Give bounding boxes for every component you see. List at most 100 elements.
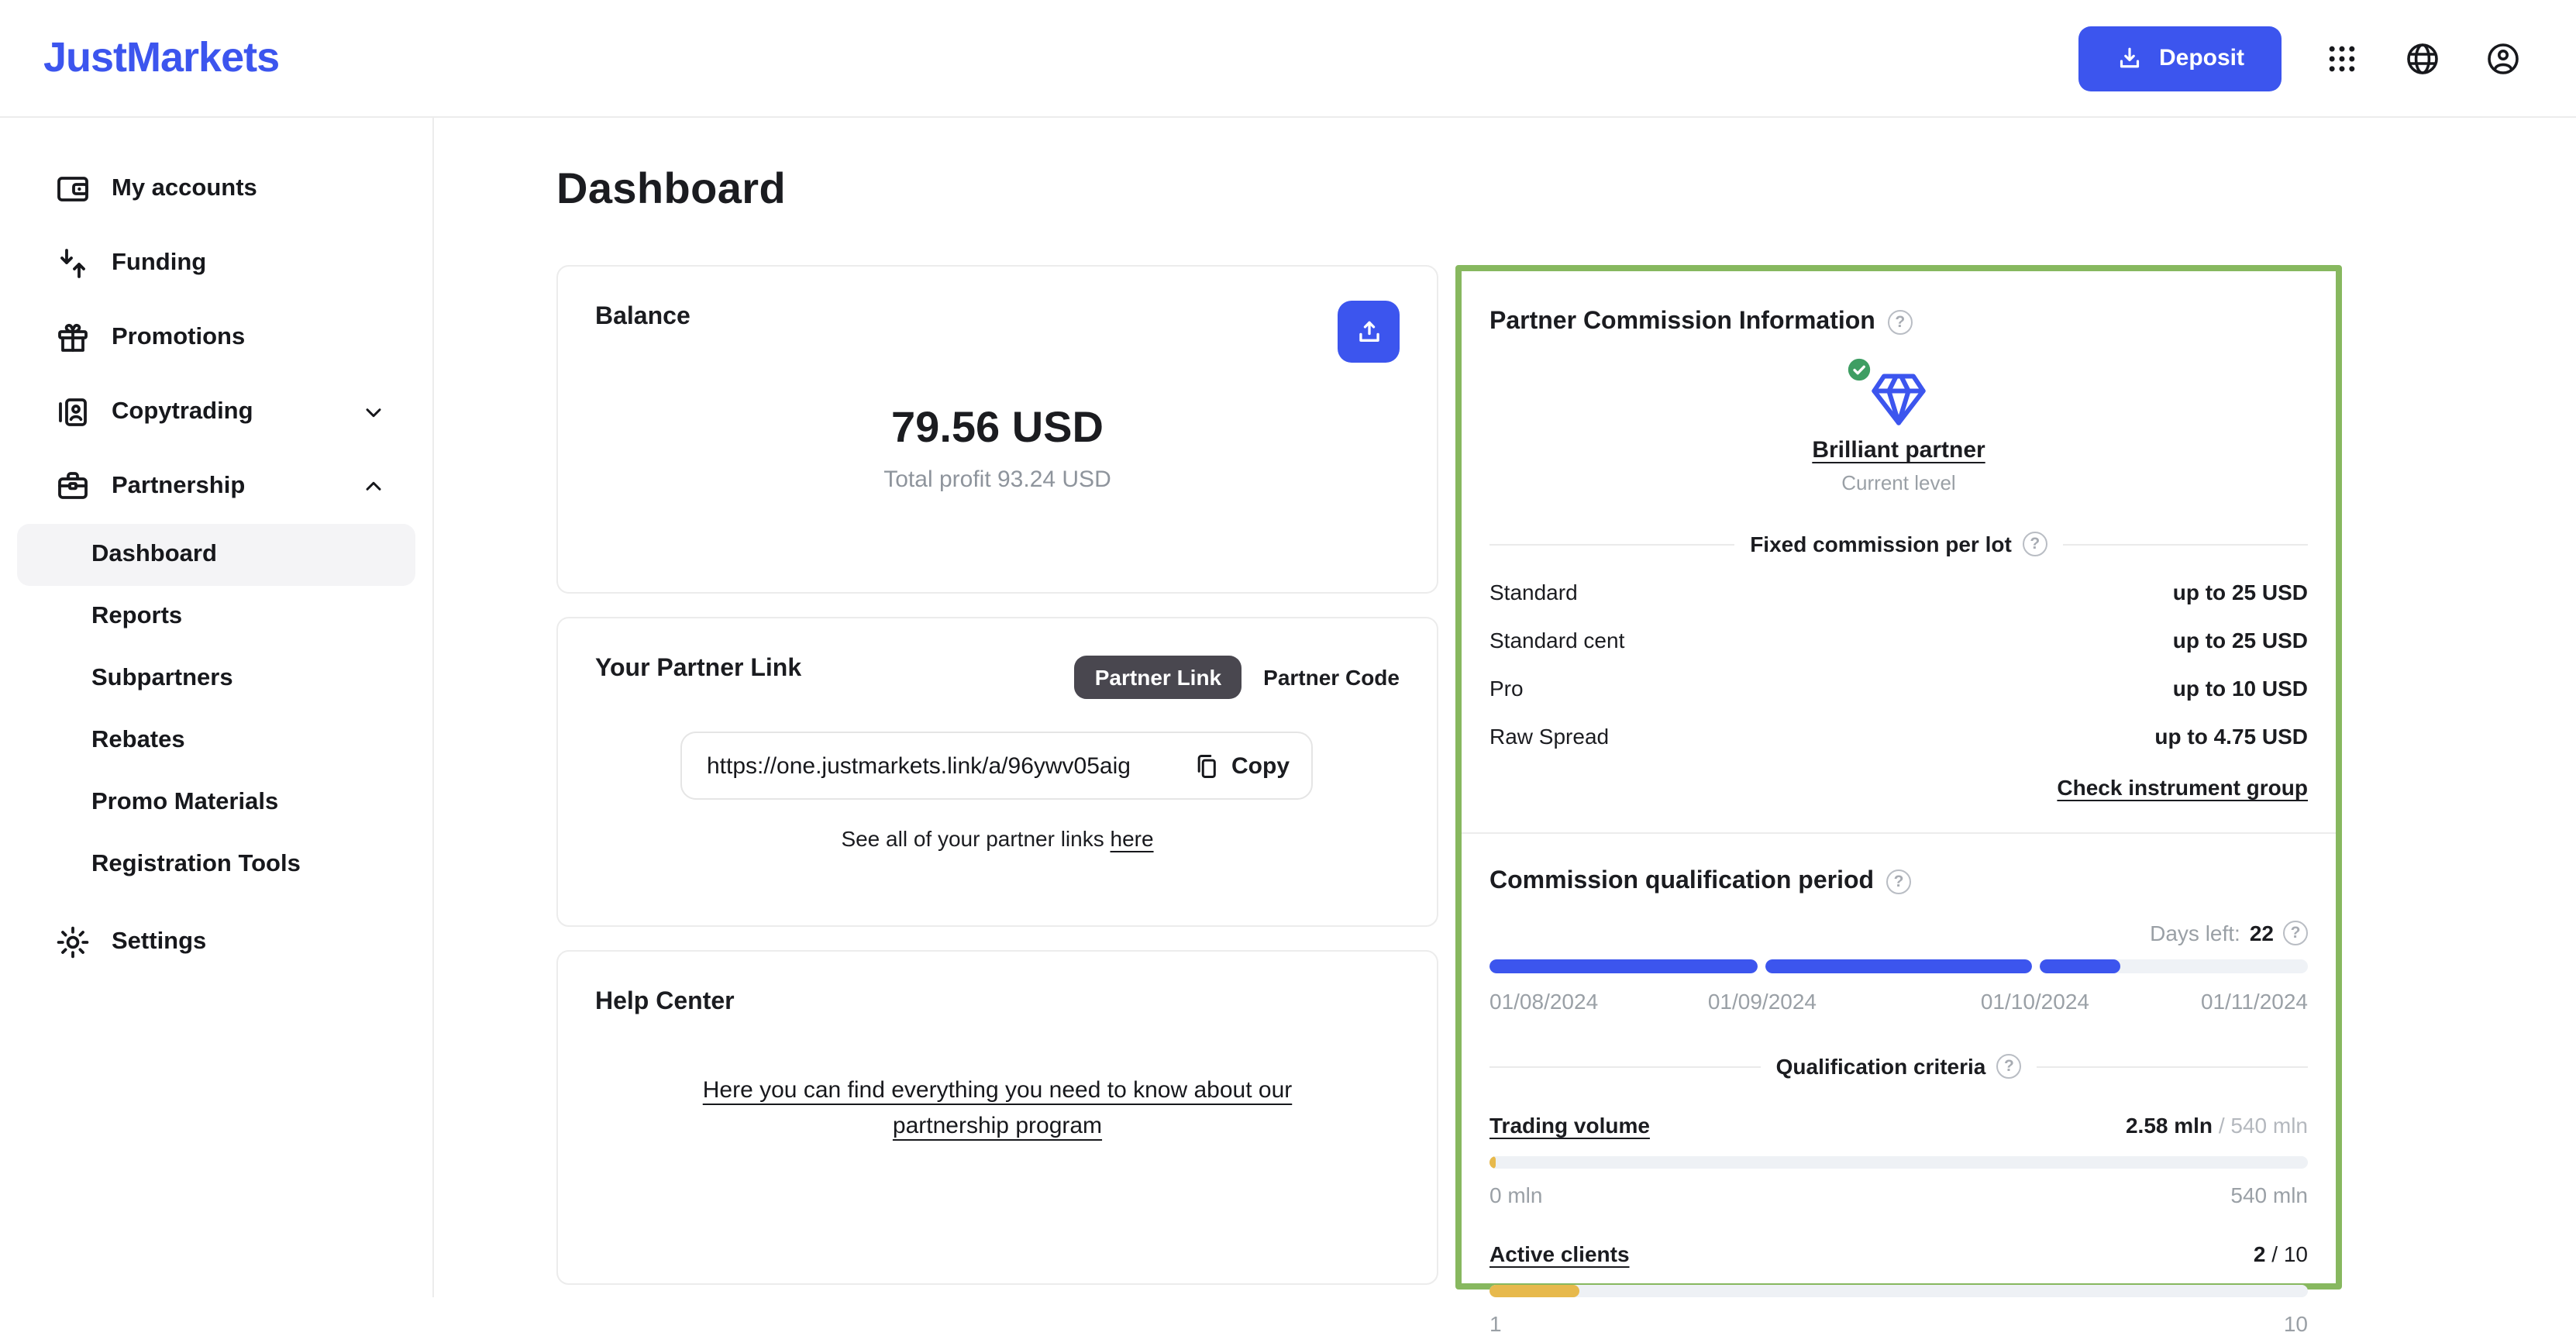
sidebar-item-label: Promotions bbox=[112, 324, 246, 350]
sidebar: My accounts Funding Promotions bbox=[0, 118, 434, 1297]
see-all-links-text: See all of your partner links here bbox=[595, 826, 1400, 851]
gear-icon bbox=[54, 924, 91, 961]
balance-amount: 79.56 USD bbox=[891, 403, 1104, 451]
qualification-criteria-label: Qualification criteria bbox=[1775, 1054, 1986, 1079]
commission-value: up to 25 USD bbox=[2172, 580, 2308, 604]
commission-value: up to 4.75 USD bbox=[2154, 724, 2308, 749]
fixed-commission-question-icon[interactable]: ? bbox=[2022, 532, 2047, 556]
commission-row: Pro up to 10 USD bbox=[1489, 676, 2308, 701]
trading-volume-link[interactable]: Trading volume bbox=[1489, 1113, 1650, 1138]
see-all-links-here-link[interactable]: here bbox=[1110, 826, 1154, 851]
account-type-label: Standard cent bbox=[1489, 628, 1625, 653]
withdraw-button[interactable] bbox=[1338, 301, 1400, 363]
scale-min: 0 mln bbox=[1489, 1183, 1543, 1207]
link-code-toggle: Partner Link Partner Code bbox=[1074, 656, 1400, 699]
trading-volume-row: Trading volume 2.58 mln / 540 mln bbox=[1489, 1113, 2308, 1138]
active-clients-link[interactable]: Active clients bbox=[1489, 1241, 1630, 1266]
chevron-up-icon bbox=[361, 474, 386, 499]
help-center-title: Help Center bbox=[595, 989, 735, 1015]
gift-icon bbox=[54, 319, 91, 356]
globe-icon[interactable] bbox=[2402, 38, 2443, 78]
trading-volume-scale: 0 mln 540 mln bbox=[1489, 1183, 2308, 1207]
days-left-label: Days left: bbox=[2150, 921, 2240, 945]
sidebar-item-rebates[interactable]: Rebates bbox=[91, 727, 185, 753]
partner-link-card: Your Partner Link Partner Link Partner C… bbox=[556, 617, 1438, 927]
brand-logo[interactable]: JustMarkets bbox=[43, 34, 280, 81]
sidebar-item-promo-materials[interactable]: Promo Materials bbox=[91, 789, 279, 815]
briefcase-icon bbox=[54, 468, 91, 505]
tab-partner-code[interactable]: Partner Code bbox=[1263, 665, 1400, 690]
partner-link-card-title: Your Partner Link bbox=[595, 656, 802, 682]
commission-panel-title: Partner Commission Information bbox=[1489, 308, 1875, 335]
days-left-value: 22 bbox=[2249, 921, 2274, 945]
balance-card-title: Balance bbox=[595, 304, 690, 330]
partner-level-link[interactable]: Brilliant partner bbox=[1812, 437, 1985, 463]
qualification-criteria-question-icon[interactable]: ? bbox=[1996, 1054, 2022, 1079]
partner-link-field[interactable]: https://one.justmarkets.link/a/96ywv05ai… bbox=[680, 732, 1313, 800]
sidebar-item-label: Partnership bbox=[112, 473, 246, 499]
help-center-card: Help Center Here you can find everything… bbox=[556, 950, 1438, 1285]
trading-volume-target: / 540 mln bbox=[2218, 1113, 2308, 1138]
tab-partner-link[interactable]: Partner Link bbox=[1074, 656, 1242, 699]
period-date: 01/08/2024 bbox=[1489, 989, 1599, 1014]
active-clients-progress bbox=[1489, 1285, 2308, 1297]
sidebar-item-subpartners[interactable]: Subpartners bbox=[91, 665, 233, 691]
commission-value: up to 25 USD bbox=[2172, 628, 2308, 653]
partnership-submenu: Dashboard Reports Subpartners Rebates Pr… bbox=[0, 524, 432, 896]
sidebar-item-reports[interactable]: Reports bbox=[91, 603, 183, 629]
scale-min: 1 bbox=[1489, 1311, 1502, 1336]
partner-link-url[interactable]: https://one.justmarkets.link/a/96ywv05ai… bbox=[707, 752, 1131, 779]
deposit-button[interactable]: Deposit bbox=[2078, 26, 2282, 91]
sidebar-item-settings[interactable]: Settings bbox=[0, 905, 432, 980]
copy-button[interactable]: Copy bbox=[1191, 751, 1290, 780]
trading-volume-current: 2.58 mln bbox=[2125, 1113, 2213, 1138]
check-badge-icon bbox=[1846, 356, 1872, 383]
sidebar-item-dashboard[interactable]: Dashboard bbox=[17, 524, 415, 586]
fixed-commission-header-label: Fixed commission per lot bbox=[1750, 532, 2012, 556]
days-left-question-icon[interactable]: ? bbox=[2283, 921, 2308, 945]
scale-max: 10 bbox=[2283, 1311, 2308, 1336]
sidebar-item-funding[interactable]: Funding bbox=[0, 226, 432, 301]
check-instrument-group-link[interactable]: Check instrument group bbox=[2057, 775, 2308, 800]
main-content: Dashboard Balance 79.56 USD bbox=[434, 118, 2576, 1336]
help-question-icon[interactable]: ? bbox=[1887, 310, 1913, 335]
partner-commission-panel: Partner Commission Information ? bbox=[1455, 265, 2342, 1336]
commission-row: Standard cent up to 25 USD bbox=[1489, 628, 2308, 653]
qualification-period-dates: 01/08/2024 01/09/2024 01/10/2024 01/11/2… bbox=[1489, 989, 2308, 1017]
account-icon[interactable] bbox=[2483, 38, 2523, 78]
chevron-down-icon bbox=[361, 400, 386, 425]
sidebar-item-promotions[interactable]: Promotions bbox=[0, 301, 432, 375]
topbar: JustMarkets Deposit bbox=[0, 0, 2576, 118]
sidebar-item-label: Settings bbox=[112, 928, 207, 955]
total-profit: Total profit 93.24 USD bbox=[883, 467, 1111, 493]
commission-row: Raw Spread up to 4.75 USD bbox=[1489, 724, 2308, 749]
sidebar-item-label: Copytrading bbox=[112, 398, 253, 425]
commission-value: up to 10 USD bbox=[2172, 676, 2308, 701]
sidebar-item-partnership[interactable]: Partnership bbox=[0, 449, 432, 524]
help-center-link[interactable]: Here you can find everything you need to… bbox=[702, 1077, 1293, 1140]
sidebar-item-registration-tools[interactable]: Registration Tools bbox=[91, 851, 301, 877]
sidebar-item-my-accounts[interactable]: My accounts bbox=[0, 152, 432, 226]
period-date: 01/10/2024 bbox=[1980, 989, 2089, 1014]
transfer-arrows-icon bbox=[54, 245, 91, 282]
qualification-period-question-icon[interactable]: ? bbox=[1886, 869, 1912, 894]
sidebar-item-copytrading[interactable]: Copytrading bbox=[0, 375, 432, 449]
copytrading-icon bbox=[54, 394, 91, 431]
apps-grid-icon[interactable] bbox=[2322, 38, 2362, 78]
scale-max: 540 mln bbox=[2230, 1183, 2308, 1207]
divider bbox=[1462, 832, 2336, 834]
sidebar-item-label: Funding bbox=[112, 250, 207, 276]
fixed-commission-header: Fixed commission per lot ? bbox=[1489, 532, 2309, 556]
active-clients-row: Active clients 2 / 10 bbox=[1489, 1241, 2308, 1266]
page-title: Dashboard bbox=[556, 164, 787, 212]
account-type-label: Pro bbox=[1489, 676, 1524, 701]
qualification-criteria-header: Qualification criteria ? bbox=[1489, 1054, 2308, 1079]
deposit-button-label: Deposit bbox=[2158, 45, 2244, 71]
period-date: 01/11/2024 bbox=[2200, 989, 2308, 1014]
trading-volume-progress bbox=[1489, 1156, 2308, 1169]
see-all-links-prefix: See all of your partner links bbox=[841, 826, 1111, 851]
balance-card: Balance 79.56 USD Total profit 93.24 USD bbox=[556, 265, 1438, 594]
account-type-label: Standard bbox=[1489, 580, 1578, 604]
qualification-period-title: Commission qualification period bbox=[1489, 868, 1875, 894]
